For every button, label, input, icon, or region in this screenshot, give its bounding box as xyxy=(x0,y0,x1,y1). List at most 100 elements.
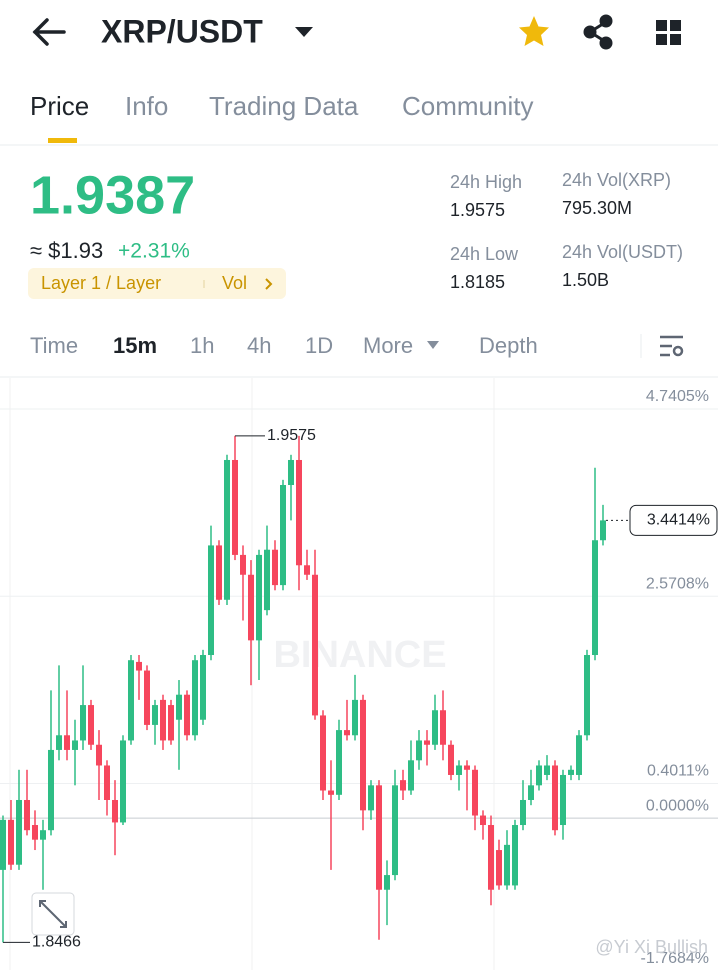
tab[interactable]: Trading Data xyxy=(209,91,359,121)
candle-body xyxy=(328,790,334,795)
interval[interactable]: 15m xyxy=(113,333,157,358)
candle-body xyxy=(472,769,478,816)
candle-body xyxy=(568,769,574,775)
low-label: 1.8466 xyxy=(32,934,81,951)
candle-body xyxy=(136,661,142,671)
candle-body xyxy=(504,844,510,886)
pair-dropdown[interactable] xyxy=(295,27,313,37)
tab-indicator xyxy=(48,138,77,143)
candle-body xyxy=(192,660,198,736)
candle-body xyxy=(168,705,174,741)
candle-body xyxy=(216,545,222,600)
candle-body xyxy=(600,520,606,541)
candle-body xyxy=(312,574,318,716)
candle-body xyxy=(464,765,470,770)
candle-body xyxy=(24,799,30,831)
stat-value: 1.50B xyxy=(562,270,609,290)
candle-body xyxy=(304,565,310,575)
candle-body xyxy=(40,830,46,840)
candle-body xyxy=(368,785,374,811)
candle-body xyxy=(384,875,390,890)
interval[interactable]: More xyxy=(363,333,413,358)
last-price: 1.9387 xyxy=(30,165,195,225)
candle-body xyxy=(272,549,278,586)
candle-body xyxy=(288,459,294,486)
interval[interactable]: 1D xyxy=(305,333,333,358)
candle-body xyxy=(512,825,518,886)
candle-body xyxy=(576,735,582,775)
credit: @Yi Xi Bullish xyxy=(595,937,708,957)
candle-body xyxy=(416,740,422,761)
candle-body xyxy=(544,765,550,775)
candle-body xyxy=(424,740,430,745)
candle-body xyxy=(528,785,534,800)
candle-body xyxy=(128,660,134,741)
candle-body xyxy=(200,655,206,720)
candle-body xyxy=(296,459,302,566)
candle-body xyxy=(184,694,190,736)
more-caret xyxy=(427,341,439,349)
candle-body xyxy=(112,799,118,823)
candle-body xyxy=(400,780,406,791)
candle-body xyxy=(344,730,350,736)
tag-box[interactable] xyxy=(28,268,286,299)
candle-body xyxy=(480,815,486,826)
candle-body xyxy=(560,774,566,826)
candle-body xyxy=(248,574,254,641)
candle-body xyxy=(48,749,54,831)
candle-body xyxy=(592,540,598,656)
stat-value: 795.30M xyxy=(562,198,632,218)
interval[interactable]: Time xyxy=(30,333,78,358)
candle-body xyxy=(120,740,126,823)
tab[interactable]: Price xyxy=(30,91,89,121)
tab[interactable]: Info xyxy=(125,91,168,121)
candle-body xyxy=(392,785,398,876)
candle-body xyxy=(152,705,158,725)
watermark: BINANCE xyxy=(273,634,446,676)
candle-body xyxy=(80,705,86,741)
share-icon[interactable] xyxy=(583,14,613,50)
favorite-icon[interactable] xyxy=(519,16,549,46)
candle-body xyxy=(176,694,182,720)
price-change: +2.31% xyxy=(118,240,190,263)
tab[interactable]: Community xyxy=(402,91,533,121)
candle-body xyxy=(456,765,462,775)
grid-icon[interactable] xyxy=(656,20,681,45)
candle-body xyxy=(88,705,94,745)
candle-body xyxy=(8,819,14,865)
y-tick-label: 0.4011% xyxy=(647,763,709,780)
stat-label: 24h Low xyxy=(450,244,519,264)
candle-body xyxy=(16,799,22,865)
interval[interactable]: 1h xyxy=(190,333,214,358)
back-button[interactable] xyxy=(32,18,66,46)
candle-body xyxy=(232,459,238,555)
candle-body xyxy=(376,785,382,890)
candle-body xyxy=(32,825,38,840)
candle-body xyxy=(360,699,366,811)
stat-value: 1.9575 xyxy=(450,200,505,220)
candle-body xyxy=(280,485,286,586)
tag[interactable]: Layer 1 / Layer xyxy=(41,273,161,293)
high-label: 1.9575 xyxy=(267,427,316,444)
candle-body xyxy=(536,765,542,786)
candle-body xyxy=(488,825,494,890)
candle-body xyxy=(520,799,526,826)
candle-body xyxy=(96,744,102,766)
tag-link[interactable]: Vol xyxy=(222,273,247,293)
candle-body xyxy=(64,735,70,750)
interval[interactable]: 4h xyxy=(247,333,271,358)
last-box xyxy=(629,504,718,536)
candle-body xyxy=(584,655,590,736)
last-label: 3.4414% xyxy=(647,512,710,529)
pair-title[interactable]: XRP/USDT xyxy=(101,13,263,49)
candle-body xyxy=(552,765,558,831)
candle-body xyxy=(440,710,446,745)
fiat-price: ≈ $1.93 xyxy=(30,238,103,263)
candle-body xyxy=(208,545,214,656)
candle-body xyxy=(56,735,62,750)
stat-label: 24h High xyxy=(450,172,522,192)
interval[interactable]: Depth xyxy=(479,333,538,358)
settings-icon[interactable] xyxy=(660,335,684,357)
candle-body xyxy=(432,710,438,745)
